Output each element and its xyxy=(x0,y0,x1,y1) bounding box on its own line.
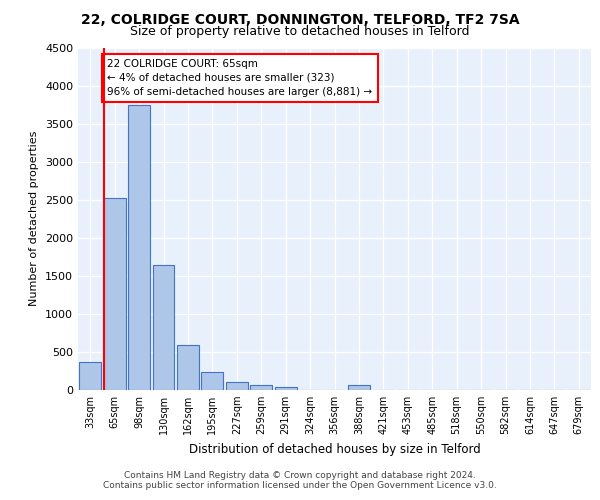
Bar xyxy=(226,382,248,390)
Text: 22 COLRIDGE COURT: 65sqm
← 4% of detached houses are smaller (323)
96% of semi-d: 22 COLRIDGE COURT: 65sqm ← 4% of detache… xyxy=(107,59,373,97)
Text: 22, COLRIDGE COURT, DONNINGTON, TELFORD, TF2 7SA: 22, COLRIDGE COURT, DONNINGTON, TELFORD,… xyxy=(80,12,520,26)
Bar xyxy=(128,104,150,390)
Bar xyxy=(348,386,370,390)
X-axis label: Distribution of detached houses by size in Telford: Distribution of detached houses by size … xyxy=(188,442,481,456)
Bar xyxy=(79,362,101,390)
Bar xyxy=(275,388,296,390)
Bar xyxy=(104,198,125,390)
Text: Contains HM Land Registry data © Crown copyright and database right 2024.: Contains HM Land Registry data © Crown c… xyxy=(124,471,476,480)
Y-axis label: Number of detached properties: Number of detached properties xyxy=(29,131,40,306)
Bar xyxy=(250,386,272,390)
Text: Size of property relative to detached houses in Telford: Size of property relative to detached ho… xyxy=(130,25,470,38)
Text: Contains public sector information licensed under the Open Government Licence v3: Contains public sector information licen… xyxy=(103,481,497,490)
Bar xyxy=(152,265,175,390)
Bar xyxy=(202,372,223,390)
Bar xyxy=(177,345,199,390)
